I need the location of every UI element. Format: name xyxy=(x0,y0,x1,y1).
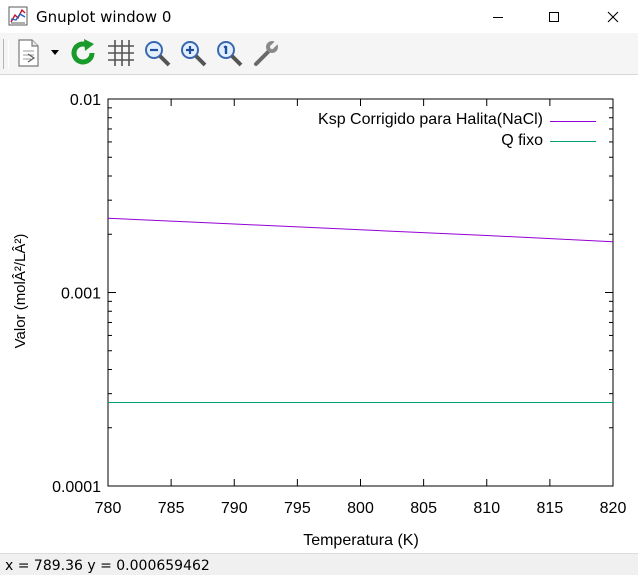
toolbar xyxy=(0,33,638,75)
zoom-out-icon xyxy=(145,41,171,67)
window-title: Gnuplot window 0 xyxy=(36,8,172,26)
minimize-icon xyxy=(493,16,503,18)
x-tick-label-0: 780 xyxy=(95,500,122,517)
maximize-icon xyxy=(549,11,559,22)
x-tick-label-3: 795 xyxy=(284,500,311,517)
mouse-coordinates: x = 789.36 y = 0.000659462 xyxy=(5,558,210,574)
zoom-out-button[interactable] xyxy=(141,37,173,69)
x-tick-label-8: 820 xyxy=(600,500,627,517)
y-tick-label-2: 0.01 xyxy=(70,92,101,109)
title-bar: Gnuplot window 0 xyxy=(0,0,638,33)
close-button[interactable] xyxy=(590,0,636,33)
x-tick-label-1: 785 xyxy=(158,500,185,517)
toggle-grid-button[interactable] xyxy=(104,37,136,69)
maximize-button[interactable] xyxy=(531,0,577,33)
y-tick-label-0: 0.0001 xyxy=(52,479,101,496)
x-tick-label-7: 815 xyxy=(537,500,564,517)
copy-to-clipboard-button[interactable] xyxy=(12,37,44,69)
copy-options-dropdown[interactable] xyxy=(44,37,66,69)
zoom-in-button[interactable] xyxy=(177,37,209,69)
replot-button[interactable] xyxy=(67,37,99,69)
zoom-in-icon xyxy=(181,41,207,67)
grid-icon xyxy=(108,40,134,66)
x-axis-label: Temperatura (K) xyxy=(303,532,419,549)
x-tick-label-2: 790 xyxy=(221,500,248,517)
plot-area[interactable]: Valor (molÂ²/LÂ²) Temperatura (K) Ksp Co… xyxy=(0,75,638,553)
close-icon xyxy=(607,11,619,22)
dropdown-arrow-icon xyxy=(51,50,59,55)
plot-border xyxy=(107,98,614,487)
copy-to-clipboard-icon xyxy=(18,39,39,67)
gnuplot-app-icon xyxy=(8,6,28,26)
unzoom-button[interactable] xyxy=(213,37,245,69)
legend-label-0: Ksp Corrigido para Halita(NaCl) xyxy=(318,111,543,128)
y-axis-label: Valor (molÂ²/LÂ²) xyxy=(12,234,29,349)
options-button[interactable] xyxy=(250,37,282,69)
minimize-button[interactable] xyxy=(475,0,521,33)
series-line-0 xyxy=(107,217,614,243)
legend-label-1: Q fixo xyxy=(501,132,543,149)
chart[interactable]: Valor (molÂ²/LÂ²) Temperatura (K) Ksp Co… xyxy=(0,75,638,553)
unzoom-icon xyxy=(217,41,243,67)
replot-icon xyxy=(71,39,95,65)
y-tick-label-1: 0.001 xyxy=(61,286,101,303)
x-tick-label-5: 805 xyxy=(410,500,437,517)
toolbar-grip[interactable] xyxy=(3,39,9,69)
x-tick-label-6: 810 xyxy=(473,500,500,517)
status-bar: x = 789.36 y = 0.000659462 xyxy=(0,553,638,575)
options-wrench-icon xyxy=(254,38,281,66)
x-tick-label-4: 800 xyxy=(347,500,374,517)
